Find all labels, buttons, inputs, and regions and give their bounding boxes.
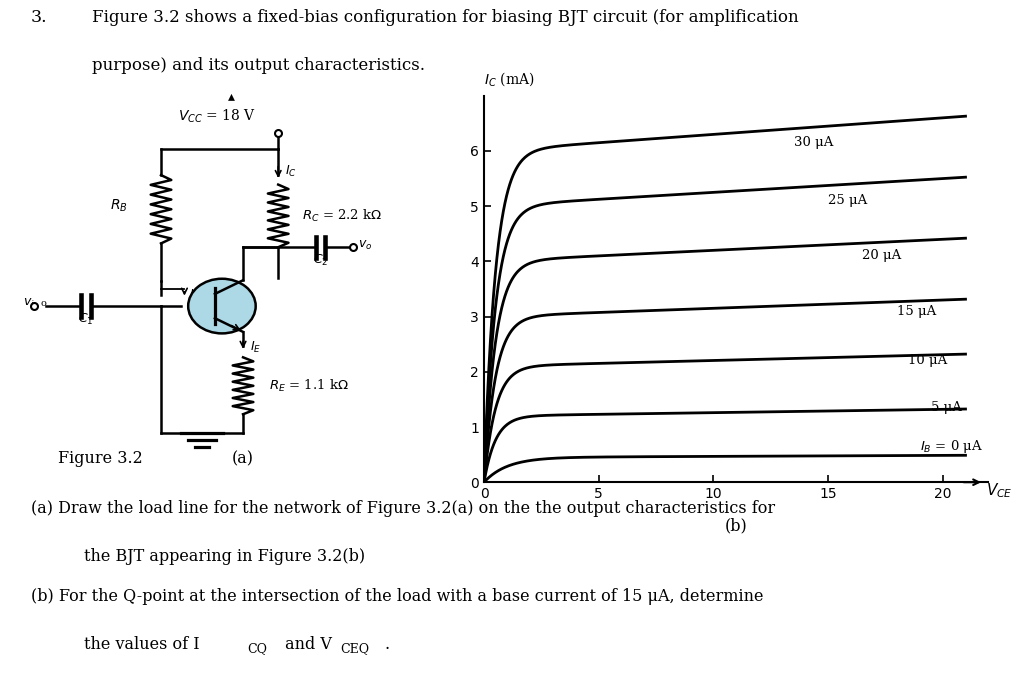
Text: 3.: 3. (31, 10, 47, 26)
Text: the BJT appearing in Figure 3.2(b): the BJT appearing in Figure 3.2(b) (85, 548, 366, 564)
Text: $I_B$ = 0 μA: $I_B$ = 0 μA (919, 438, 982, 455)
Text: $I_E$: $I_E$ (250, 340, 261, 356)
Text: $v_i$: $v_i$ (22, 296, 35, 310)
Text: $I_B$: $I_B$ (190, 288, 201, 304)
Text: o: o (40, 300, 46, 308)
Text: $V_{CE}$: $V_{CE}$ (986, 481, 1013, 500)
Text: CEQ: CEQ (340, 642, 370, 655)
Text: .: . (385, 636, 390, 653)
Text: 15 μA: 15 μA (897, 304, 936, 317)
Text: the values of I: the values of I (85, 636, 200, 653)
Text: $R_C$ = 2.2 k$\Omega$: $R_C$ = 2.2 k$\Omega$ (302, 208, 382, 224)
Text: $R_E$ = 1.1 k$\Omega$: $R_E$ = 1.1 k$\Omega$ (269, 378, 348, 394)
Text: Figure 3.2 shows a fixed-bias configuration for biasing BJT circuit (for amplifi: Figure 3.2 shows a fixed-bias configurat… (92, 10, 798, 26)
Text: 5 μA: 5 μA (931, 402, 962, 415)
Text: (b) For the Q-point at the intersection of the load with a base current of 15 μA: (b) For the Q-point at the intersection … (31, 588, 763, 605)
Text: Figure 3.2: Figure 3.2 (58, 450, 143, 467)
Text: (a) Draw the load line for the network of Figure 3.2(a) on the the output charac: (a) Draw the load line for the network o… (31, 499, 774, 516)
Text: and V: and V (280, 636, 332, 653)
Text: 10 μA: 10 μA (908, 354, 948, 367)
Text: 25 μA: 25 μA (827, 194, 867, 207)
Text: 30 μA: 30 μA (794, 136, 833, 149)
Text: CQ: CQ (248, 642, 268, 655)
Text: (b): (b) (725, 517, 748, 534)
Text: $I_C$ (mA): $I_C$ (mA) (484, 70, 535, 88)
Text: $C_1$: $C_1$ (78, 312, 94, 327)
Text: $I_C$: $I_C$ (285, 163, 297, 179)
Text: $V_{CC}$ = 18 V: $V_{CC}$ = 18 V (178, 107, 257, 125)
Text: purpose) and its output characteristics.: purpose) and its output characteristics. (92, 57, 425, 75)
Text: 20 μA: 20 μA (862, 250, 902, 263)
Text: $v_o$: $v_o$ (358, 239, 372, 252)
Text: $C_2$: $C_2$ (313, 253, 328, 268)
Text: $\blacktriangle$: $\blacktriangle$ (227, 90, 236, 104)
Text: $R_B$: $R_B$ (110, 197, 128, 213)
Circle shape (189, 279, 256, 333)
Text: (a): (a) (231, 450, 254, 467)
